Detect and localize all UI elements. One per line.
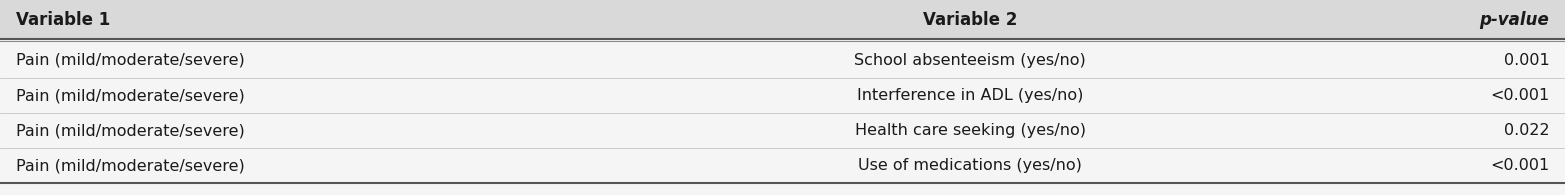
Text: Pain (mild/moderate/severe): Pain (mild/moderate/severe) [16,158,244,173]
Text: <0.001: <0.001 [1490,158,1549,173]
Text: <0.001: <0.001 [1490,88,1549,103]
Text: Pain (mild/moderate/severe): Pain (mild/moderate/severe) [16,88,244,103]
Text: Pain (mild/moderate/severe): Pain (mild/moderate/severe) [16,53,244,68]
Text: Interference in ADL (yes/no): Interference in ADL (yes/no) [858,88,1083,103]
Text: 0.001: 0.001 [1504,53,1549,68]
Text: Variable 1: Variable 1 [16,12,110,29]
Text: Use of medications (yes/no): Use of medications (yes/no) [858,158,1083,173]
Text: School absenteeism (yes/no): School absenteeism (yes/no) [854,53,1086,68]
Text: 0.022: 0.022 [1504,123,1549,138]
Text: p-value: p-value [1479,12,1549,29]
Text: Variable 2: Variable 2 [923,12,1017,29]
FancyBboxPatch shape [0,0,1565,39]
Text: Pain (mild/moderate/severe): Pain (mild/moderate/severe) [16,123,244,138]
Text: Health care seeking (yes/no): Health care seeking (yes/no) [854,123,1086,138]
